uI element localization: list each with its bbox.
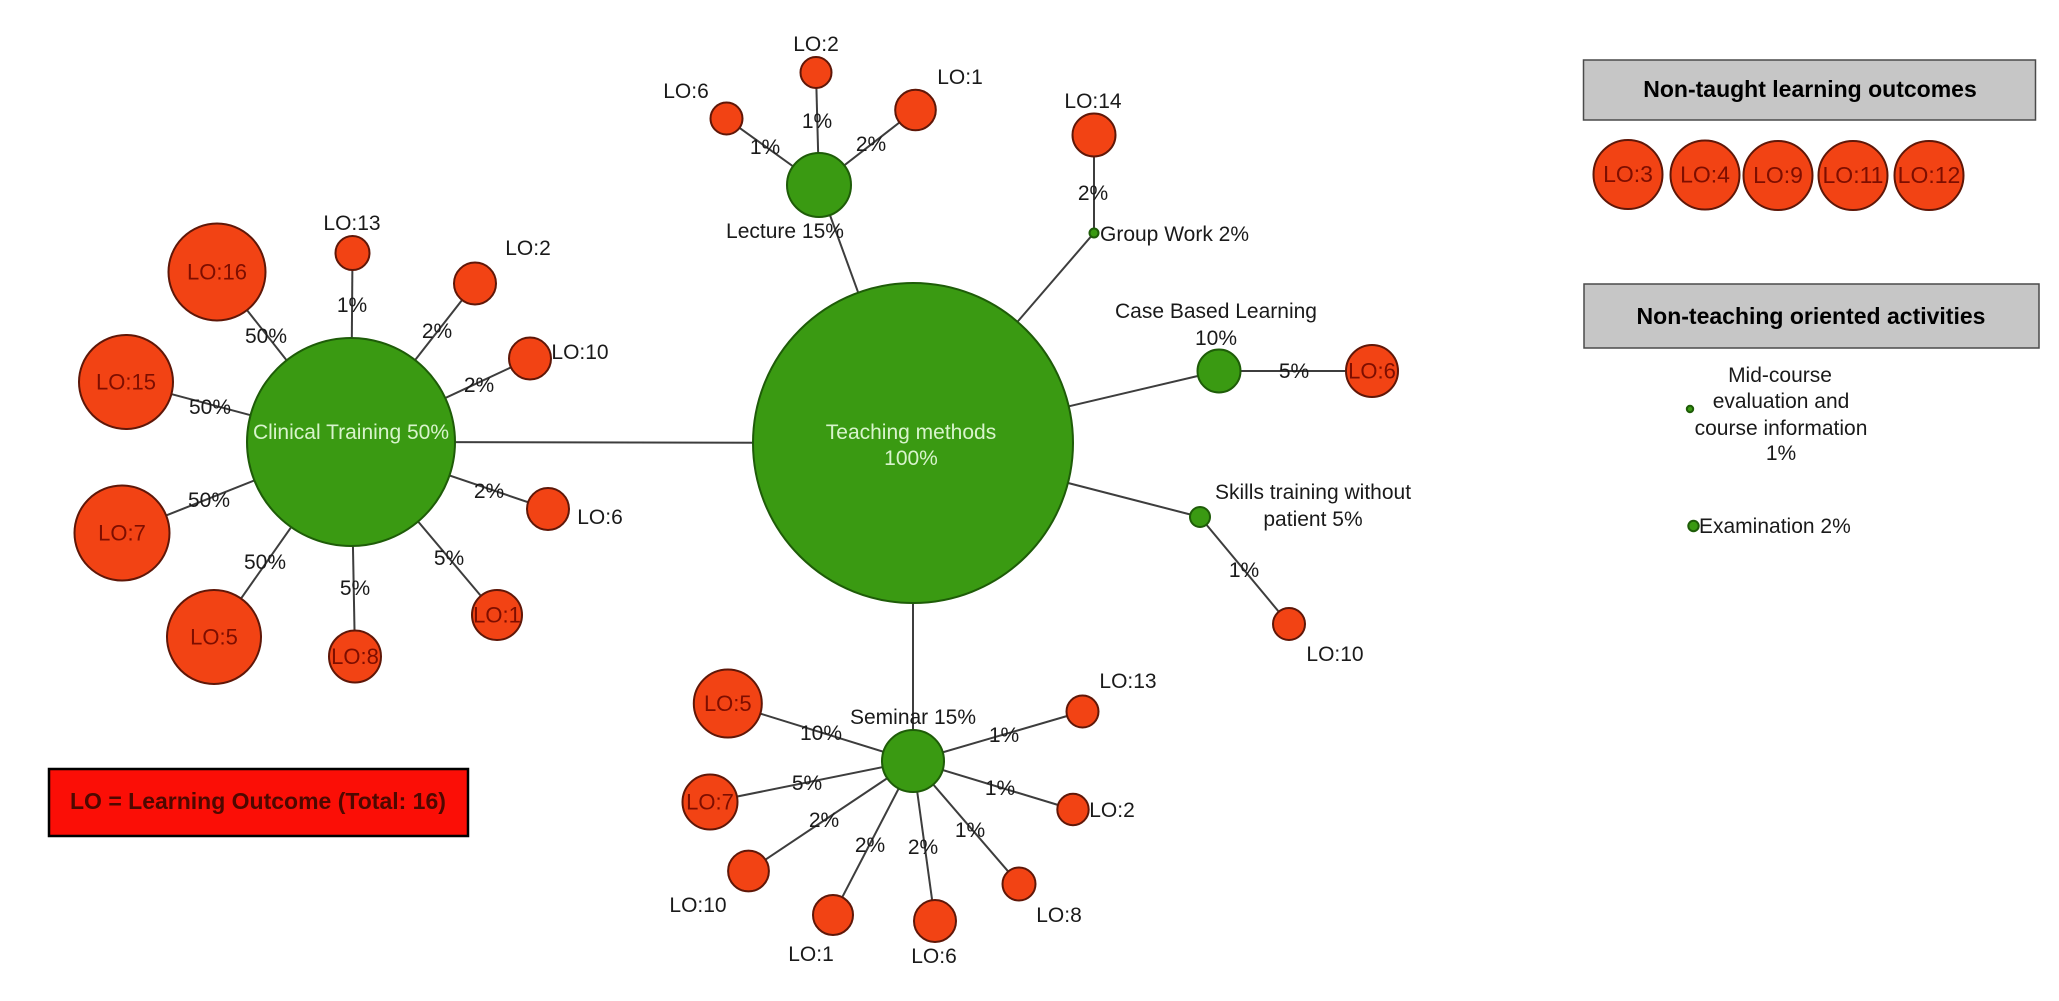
svg-text:Seminar 15%: Seminar 15% — [850, 706, 976, 729]
svg-text:1%: 1% — [955, 819, 985, 842]
svg-text:Teaching methods: Teaching methods — [826, 421, 996, 444]
svg-text:LO:11: LO:11 — [1823, 162, 1884, 188]
svg-text:LO:2: LO:2 — [505, 237, 551, 260]
svg-text:2%: 2% — [422, 320, 452, 343]
svg-text:Examination 2%: Examination 2% — [1699, 515, 1851, 538]
svg-text:Non-teaching oriented activiti: Non-teaching oriented activities — [1637, 303, 1986, 329]
svg-text:1%: 1% — [802, 110, 832, 133]
svg-text:5%: 5% — [340, 577, 370, 600]
svg-text:Case Based Learning: Case Based Learning — [1115, 300, 1317, 323]
svg-text:LO:5: LO:5 — [190, 625, 238, 650]
svg-text:LO:10: LO:10 — [1306, 643, 1363, 666]
svg-text:LO:7: LO:7 — [98, 521, 146, 546]
svg-text:LO:16: LO:16 — [187, 260, 247, 285]
svg-text:LO = Learning Outcome (Total:: LO = Learning Outcome (Total: 16) — [70, 788, 446, 814]
svg-text:2%: 2% — [856, 133, 886, 156]
svg-text:10%: 10% — [1195, 327, 1237, 350]
svg-text:Skills training without: Skills training without — [1215, 481, 1411, 504]
svg-text:2%: 2% — [809, 809, 839, 832]
svg-text:LO:13: LO:13 — [1099, 670, 1156, 693]
svg-text:LO:10: LO:10 — [551, 341, 608, 364]
svg-text:LO:6: LO:6 — [663, 80, 709, 103]
svg-text:1%: 1% — [750, 136, 780, 159]
svg-text:LO:2: LO:2 — [793, 33, 839, 56]
svg-text:2%: 2% — [855, 834, 885, 857]
svg-text:2%: 2% — [464, 374, 494, 397]
svg-text:Lecture 15%: Lecture 15% — [726, 220, 844, 243]
svg-text:evaluation and: evaluation and — [1713, 390, 1850, 413]
svg-text:Mid-course: Mid-course — [1728, 364, 1832, 387]
svg-text:LO:10: LO:10 — [669, 894, 726, 917]
svg-text:1%: 1% — [1766, 442, 1796, 465]
svg-text:5%: 5% — [792, 772, 822, 795]
svg-text:10%: 10% — [800, 722, 842, 745]
svg-text:LO:3: LO:3 — [1603, 161, 1653, 187]
svg-text:LO:9: LO:9 — [1753, 162, 1803, 188]
svg-text:LO:6: LO:6 — [1348, 359, 1396, 384]
svg-text:1%: 1% — [989, 724, 1019, 747]
svg-text:patient 5%: patient 5% — [1263, 508, 1362, 531]
svg-text:LO:5: LO:5 — [704, 691, 752, 716]
svg-text:LO:2: LO:2 — [1089, 799, 1135, 822]
svg-text:50%: 50% — [189, 396, 231, 419]
svg-text:LO:4: LO:4 — [1680, 162, 1730, 188]
svg-text:Non-taught learning outcomes: Non-taught learning outcomes — [1643, 76, 1977, 102]
svg-text:100%: 100% — [884, 447, 938, 470]
svg-text:2%: 2% — [1078, 182, 1108, 205]
svg-text:LO:14: LO:14 — [1064, 90, 1122, 113]
svg-text:Clinical Training 50%: Clinical Training 50% — [253, 421, 449, 444]
svg-text:LO:15: LO:15 — [96, 370, 156, 395]
svg-text:5%: 5% — [434, 547, 464, 570]
svg-text:50%: 50% — [188, 489, 230, 512]
svg-text:1%: 1% — [985, 777, 1015, 800]
svg-text:LO:6: LO:6 — [911, 945, 957, 968]
svg-text:50%: 50% — [244, 551, 286, 574]
svg-text:50%: 50% — [245, 325, 287, 348]
svg-text:LO:6: LO:6 — [577, 506, 623, 529]
svg-text:LO:13: LO:13 — [323, 212, 380, 235]
svg-text:2%: 2% — [908, 836, 938, 859]
svg-text:course information: course information — [1695, 417, 1868, 440]
svg-text:2%: 2% — [474, 480, 504, 503]
svg-text:5%: 5% — [1279, 360, 1309, 383]
svg-text:LO:1: LO:1 — [937, 66, 983, 89]
svg-text:LO:8: LO:8 — [1036, 904, 1082, 927]
svg-text:LO:7: LO:7 — [686, 790, 734, 815]
svg-text:LO:12: LO:12 — [1898, 162, 1961, 188]
svg-text:LO:8: LO:8 — [331, 644, 379, 669]
svg-text:LO:1: LO:1 — [788, 943, 834, 966]
svg-text:1%: 1% — [1229, 559, 1259, 582]
svg-text:LO:1: LO:1 — [473, 603, 521, 628]
svg-text:1%: 1% — [337, 294, 367, 317]
svg-text:Group Work 2%: Group Work 2% — [1100, 223, 1249, 246]
